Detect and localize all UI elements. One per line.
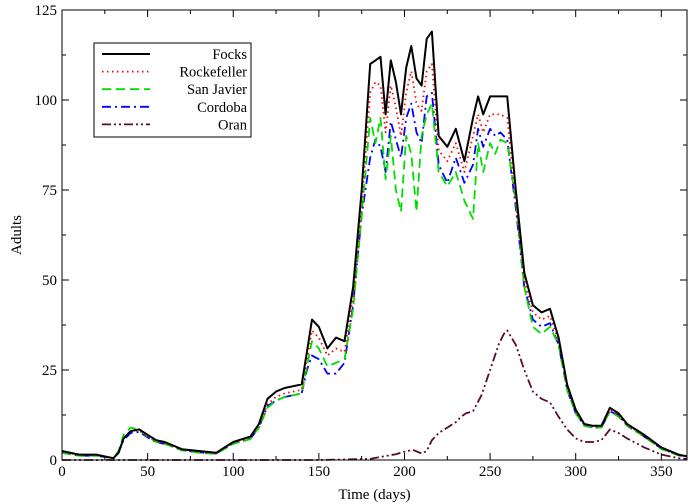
series-line-focks — [61, 30, 688, 460]
y-tick-label: 0 — [50, 453, 58, 469]
legend-label: Oran — [218, 117, 248, 133]
x-tick-label: 0 — [58, 464, 66, 480]
x-tick-label: 250 — [479, 464, 502, 480]
series-line-san-javier — [61, 102, 688, 460]
x-tick-label: 300 — [564, 464, 587, 480]
y-tick-label: 25 — [42, 363, 57, 379]
x-tick-label: 350 — [650, 464, 673, 480]
series-layer — [61, 30, 688, 461]
x-axis-label: Time (days) — [338, 487, 410, 503]
legend-label: Cordoba — [197, 100, 248, 116]
series-line-cordoba — [61, 91, 688, 460]
ticks-layer: 0 50 100 150 200 250 300 350 0 25 50 75 100 125 — [35, 3, 687, 480]
x-tick-label: 150 — [308, 464, 331, 480]
y-tick-label: 100 — [35, 93, 58, 109]
series-line-oran — [62, 329, 688, 461]
legend-label: San Javier — [187, 82, 247, 98]
legend-label: Focks — [212, 47, 247, 63]
x-tick-label: 100 — [222, 464, 245, 480]
y-tick-label: 125 — [35, 3, 58, 19]
legend-label: Rockefeller — [179, 65, 247, 81]
y-tick-label: 75 — [42, 183, 57, 199]
x-tick-label: 50 — [140, 464, 155, 480]
y-axis-label: Adults — [9, 215, 25, 255]
x-tick-label: 200 — [393, 464, 416, 480]
y-tick-label: 50 — [42, 273, 57, 289]
